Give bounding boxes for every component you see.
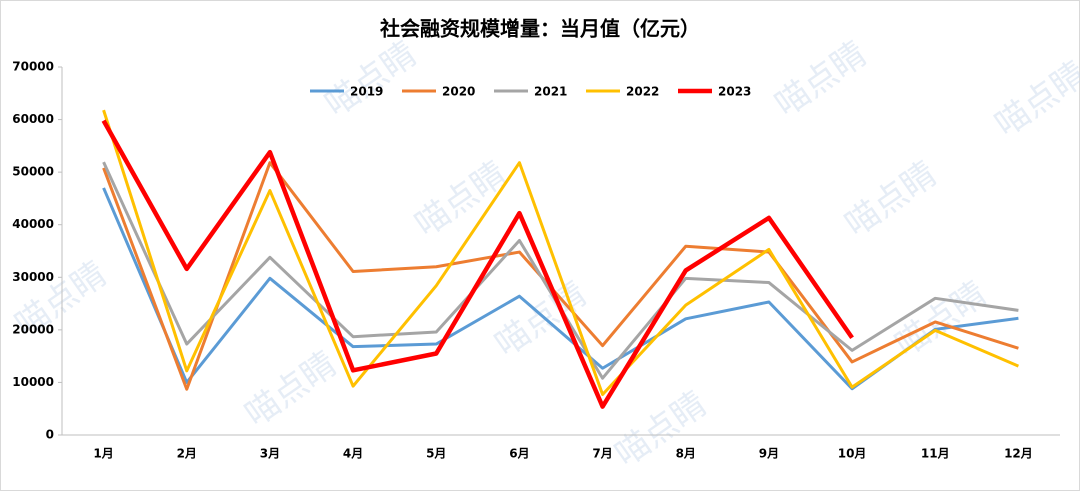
x-tick-label: 11月 bbox=[921, 447, 950, 461]
y-tick-label: 20000 bbox=[12, 322, 54, 336]
x-tick-label: 9月 bbox=[759, 447, 779, 461]
x-tick-label: 8月 bbox=[676, 447, 696, 461]
series-line bbox=[102, 161, 1019, 391]
x-tick-label: 10月 bbox=[838, 447, 867, 461]
y-tick-label: 40000 bbox=[12, 217, 54, 231]
x-tick-label: 7月 bbox=[592, 447, 612, 461]
y-tick-label: 60000 bbox=[12, 112, 54, 126]
y-tick-label: 50000 bbox=[12, 165, 54, 179]
y-tick-label: 70000 bbox=[12, 60, 54, 74]
legend-label: 2020 bbox=[442, 85, 475, 99]
legend-label: 2021 bbox=[534, 85, 567, 99]
series-line bbox=[102, 109, 1020, 397]
legend-label: 2022 bbox=[626, 85, 659, 99]
x-tick-label: 3月 bbox=[260, 447, 280, 461]
chart-title: 社会融资规模增量：当月值（亿元） bbox=[379, 17, 700, 41]
legend-label: 2023 bbox=[718, 85, 751, 99]
y-tick-label: 30000 bbox=[12, 270, 54, 284]
x-tick-label: 1月 bbox=[93, 447, 113, 461]
x-tick-label: 6月 bbox=[509, 447, 529, 461]
series-line bbox=[101, 119, 854, 409]
x-tick-label: 4月 bbox=[343, 447, 363, 461]
x-tick-label: 2月 bbox=[177, 447, 197, 461]
x-tick-label: 5月 bbox=[426, 447, 446, 461]
y-tick-label: 0 bbox=[46, 428, 54, 442]
y-tick-label: 10000 bbox=[12, 375, 54, 389]
x-tick-label: 12月 bbox=[1004, 447, 1033, 461]
legend-label: 2019 bbox=[350, 85, 383, 99]
